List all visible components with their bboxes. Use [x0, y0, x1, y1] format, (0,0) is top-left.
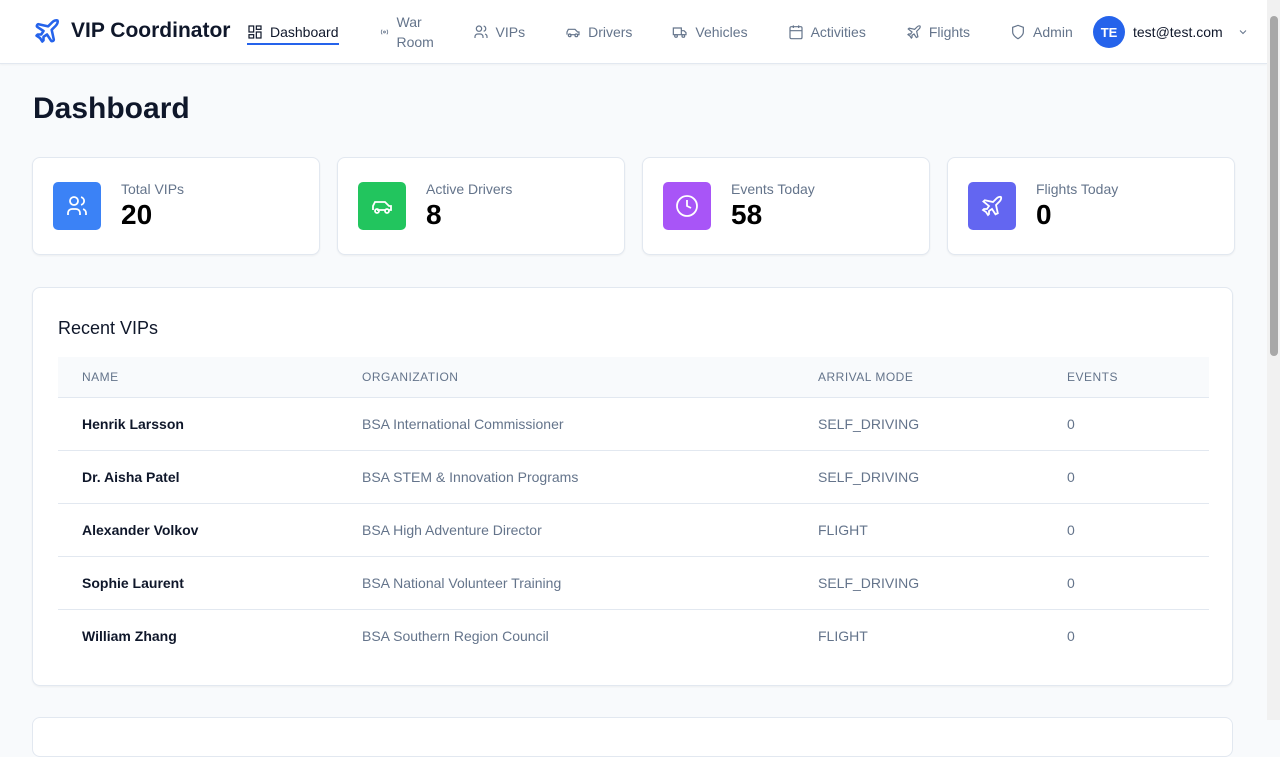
nav-flights[interactable]: Flights: [906, 0, 970, 64]
column-header-name: NAME: [58, 357, 338, 398]
stat-label: Active Drivers: [426, 181, 513, 197]
nav-admin[interactable]: Admin: [1010, 0, 1073, 64]
user-email: test@test.com: [1133, 24, 1223, 40]
stat-value: 20: [121, 199, 153, 230]
stat-card-total-vips: Total VIPs 20: [32, 157, 320, 255]
cell-arrival-mode: SELF_DRIVING: [794, 450, 1043, 504]
plane-icon: [906, 25, 921, 39]
cell-organization: BSA International Commissioner: [338, 397, 794, 451]
page-title: Dashboard: [33, 92, 190, 125]
scrollbar[interactable]: [1267, 0, 1280, 720]
nav-war-room[interactable]: War Room: [379, 0, 437, 64]
table-row[interactable]: Henrik Larsson BSA International Commissi…: [58, 397, 1209, 451]
car-icon: [566, 28, 580, 38]
top-nav-bar: VIP Coordinator Dashboard War Room VIPs …: [0, 0, 1267, 64]
layout-grid-icon: [248, 25, 262, 39]
app-logo[interactable]: VIP Coordinator: [33, 17, 230, 45]
chevron-down-icon: [1239, 30, 1247, 35]
nav-drivers[interactable]: Drivers: [565, 0, 632, 64]
stat-value: 58: [731, 199, 763, 230]
cell-arrival-mode: SELF_DRIVING: [794, 397, 1043, 451]
cell-arrival-mode: SELF_DRIVING: [794, 556, 1043, 610]
column-header-events: EVENTS: [1043, 357, 1209, 398]
stat-label: Flights Today: [1036, 181, 1119, 197]
truck-icon: [673, 27, 688, 38]
cell-arrival-mode: FLIGHT: [794, 503, 1043, 557]
cell-name: Alexander Volkov: [58, 503, 338, 557]
avatar: TE: [1093, 16, 1125, 48]
stat-value: 8: [426, 199, 442, 230]
table-row[interactable]: Sophie Laurent BSA National Volunteer Tra…: [58, 556, 1209, 610]
stat-label: Total VIPs: [121, 181, 185, 197]
stat-card-active-drivers: Active Drivers 8: [337, 157, 625, 255]
cell-organization: BSA STEM & Innovation Programs: [338, 450, 794, 504]
radio-icon: [380, 29, 388, 35]
stats-cards: Total VIPs 20 Active Drivers 8 Events Toda…: [32, 157, 1235, 255]
section-title: Recent VIPs: [58, 318, 159, 338]
plane-icon: [968, 182, 1016, 230]
next-panel: [32, 717, 1233, 757]
cell-events: 0: [1043, 556, 1209, 610]
recent-vips-table: NAME ORGANIZATION ARRIVAL MODE EVENTS He…: [58, 357, 1209, 662]
cell-name: Henrik Larsson: [58, 397, 338, 451]
clock-icon: [663, 182, 711, 230]
plane-icon: [35, 19, 59, 43]
car-icon: [358, 182, 406, 230]
table-row[interactable]: Dr. Aisha Patel BSA STEM & Innovation Pro…: [58, 450, 1209, 504]
cell-events: 0: [1043, 450, 1209, 504]
stat-card-events-today: Events Today 58: [642, 157, 930, 255]
cell-events: 0: [1043, 397, 1209, 451]
nav-dashboard[interactable]: Dashboard: [247, 0, 339, 64]
table-row[interactable]: William Zhang BSA Southern Region Council…: [58, 609, 1209, 662]
cell-events: 0: [1043, 503, 1209, 557]
cell-arrival-mode: FLIGHT: [818, 627, 868, 644]
recent-vips-panel: Recent VIPs NAME ORGANIZATION ARRIVAL MO…: [32, 287, 1233, 686]
stat-label: Events Today: [731, 181, 815, 197]
nav-vehicles[interactable]: Vehicles: [672, 0, 748, 64]
main-nav: Dashboard War Room VIPs Drivers Vehicles…: [247, 0, 1113, 64]
cell-events: 0: [1067, 627, 1075, 644]
cell-name: Sophie Laurent: [58, 556, 338, 610]
nav-vips[interactable]: VIPs: [473, 0, 525, 64]
users-icon: [53, 182, 101, 230]
column-header-organization: ORGANIZATION: [338, 357, 794, 398]
stat-card-flights-today: Flights Today 0: [947, 157, 1235, 255]
cell-organization: BSA National Volunteer Training: [338, 556, 794, 610]
cell-name: William Zhang: [82, 627, 177, 644]
cell-organization: BSA High Adventure Director: [338, 503, 794, 557]
scrollbar-thumb[interactable]: [1270, 16, 1278, 356]
column-header-arrival-mode: ARRIVAL MODE: [794, 357, 1043, 398]
calendar-icon: [788, 25, 803, 40]
stat-value: 0: [1036, 199, 1052, 230]
app-title: VIP Coordinator: [71, 19, 231, 42]
user-menu[interactable]: TE test@test.com: [1093, 16, 1249, 48]
shield-icon: [1012, 24, 1024, 40]
nav-activities[interactable]: Activities: [788, 0, 866, 64]
users-icon: [473, 25, 488, 38]
cell-name: Dr. Aisha Patel: [58, 450, 338, 504]
cell-organization: BSA Southern Region Council: [362, 627, 549, 644]
table-row[interactable]: Alexander Volkov BSA High Adventure Direc…: [58, 503, 1209, 557]
